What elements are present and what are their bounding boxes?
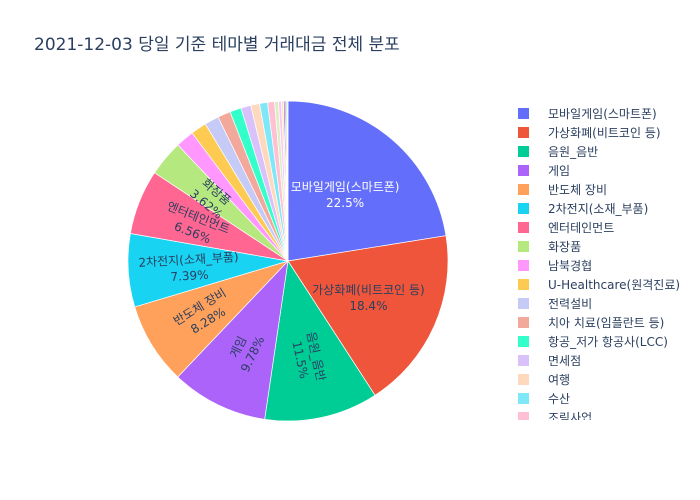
legend-label: 모바일게임(스마트폰) xyxy=(548,107,657,121)
legend-label: 전력설비 xyxy=(548,297,593,311)
legend-swatch xyxy=(518,412,529,420)
legend-swatch xyxy=(518,260,529,271)
legend-swatch xyxy=(518,165,529,176)
legend-swatch xyxy=(518,146,529,157)
legend-label: 면세점 xyxy=(548,354,582,368)
legend-item[interactable]: 여행 xyxy=(518,370,700,389)
legend-label: 조림사업 xyxy=(548,411,593,420)
legend-item[interactable]: 음원_음반 xyxy=(518,142,700,161)
legend-label: 여행 xyxy=(548,373,571,387)
slice-label: 가상화폐(비트코인 등) 18.4% xyxy=(312,283,425,313)
legend-item[interactable]: 반도체 장비 xyxy=(518,180,700,199)
slice-label: 2차전지(소재_부품)7.39% xyxy=(138,250,239,284)
pie-slice[interactable] xyxy=(287,100,447,262)
legend-item[interactable]: 면세점 xyxy=(518,351,700,370)
pie-slice[interactable] xyxy=(286,100,289,262)
pie-slice[interactable] xyxy=(177,259,289,420)
legend-swatch xyxy=(518,127,529,138)
legend-swatch xyxy=(518,317,529,328)
legend-label: 반도체 장비 xyxy=(548,183,608,197)
legend-item[interactable]: 화장품 xyxy=(518,237,700,256)
legend-label: 화장품 xyxy=(548,240,582,254)
legend-item[interactable]: U-Healthcare(원격진료) xyxy=(518,275,700,294)
legend-item[interactable]: 게임 xyxy=(518,161,700,180)
slice-label-name: 2차전지(소재_부품) xyxy=(138,250,239,270)
legend-label: 2차전지(소재_부품) xyxy=(548,202,649,216)
legend-label: U-Healthcare(원격진료) xyxy=(548,278,681,292)
legend-label: 음원_음반 xyxy=(548,145,599,159)
legend-item[interactable]: 가상화폐(비트코인 등) xyxy=(518,123,700,142)
legend-swatch xyxy=(518,374,529,385)
slice-label-percent: 22.5% xyxy=(326,196,364,210)
legend-swatch xyxy=(518,222,529,233)
chart-title: 2021-12-03 당일 기준 테마별 거래대금 전체 분포 xyxy=(34,35,400,55)
legend-swatch xyxy=(518,184,529,195)
legend-item[interactable]: 치아 치료(임플란트 등) xyxy=(518,313,700,332)
legend-item[interactable]: 모바일게임(스마트폰) xyxy=(518,104,700,123)
legend-item[interactable]: 수산 xyxy=(518,389,700,408)
legend-swatch xyxy=(518,279,529,290)
legend-swatch xyxy=(518,393,529,404)
legend-label: 치아 치료(임플란트 등) xyxy=(548,316,665,330)
legend-label: 엔터테인먼트 xyxy=(548,221,615,235)
pie-slice[interactable] xyxy=(287,235,449,396)
legend-swatch xyxy=(518,336,529,347)
legend-label: 게임 xyxy=(548,164,571,178)
legend-item[interactable]: 남북경협 xyxy=(518,256,700,275)
legend-swatch xyxy=(518,108,529,119)
legend-swatch xyxy=(518,241,529,252)
pie-slices xyxy=(127,100,449,422)
legend-label: 수산 xyxy=(548,392,571,406)
legend-label: 가상화폐(비트코인 등) xyxy=(548,126,661,140)
legend-item[interactable]: 조림사업 xyxy=(518,408,700,420)
legend-item[interactable]: 엔터테인먼트 xyxy=(518,218,700,237)
legend-item[interactable]: 2차전지(소재_부품) xyxy=(518,199,700,218)
slice-label-percent: 18.4% xyxy=(349,299,387,313)
slice-label: 모바일게임(스마트폰) 22.5% xyxy=(291,180,400,210)
legend-swatch xyxy=(518,298,529,309)
legend-item[interactable]: 전력설비 xyxy=(518,294,700,313)
slice-label-name: 가상화폐(비트코인 등) xyxy=(312,283,425,297)
legend-swatch xyxy=(518,203,529,214)
legend-swatch xyxy=(518,355,529,366)
pie-slice[interactable] xyxy=(264,260,376,422)
slice-label-name: 모바일게임(스마트폰) xyxy=(291,180,400,194)
legend-label: 항공_저가 항공사(LCC) xyxy=(548,335,668,349)
slice-label-percent: 7.39% xyxy=(170,268,209,284)
legend-item[interactable]: 항공_저가 항공사(LCC) xyxy=(518,332,700,351)
legend-label: 남북경협 xyxy=(548,259,593,273)
